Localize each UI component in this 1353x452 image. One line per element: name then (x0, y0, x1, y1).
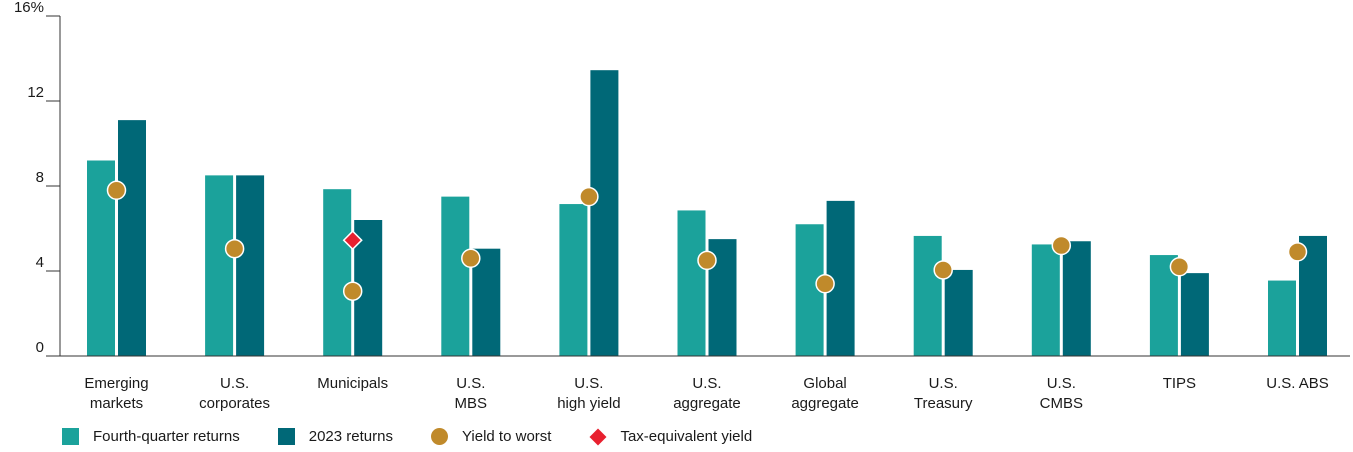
bar-fourth-quarter (1268, 280, 1296, 356)
bar-fourth-quarter (323, 189, 352, 356)
y-tick-label: 0 (36, 339, 44, 356)
bar-fourth-quarter (913, 235, 942, 356)
legend-swatch-tax-equivalent-yield (589, 428, 607, 445)
legend-swatch-fourth-quarter (62, 428, 79, 445)
marker-yield-to-worst (933, 260, 953, 280)
bars (87, 70, 1327, 356)
legend-swatch-2023-returns (277, 428, 295, 445)
bar-2023 (1062, 241, 1091, 356)
bar-2023 (472, 248, 501, 356)
x-tick-label-line: CMBS (1040, 395, 1083, 412)
legend-item-2023-returns: 2023 returns (277, 428, 393, 445)
bar-fourth-quarter (1031, 244, 1060, 356)
marker-tax-equivalent-yield (342, 230, 363, 251)
x-tick-label: TIPS (1163, 375, 1196, 392)
x-tick-label: U.S. corporates (199, 375, 270, 412)
x-tick-label: Municipals (317, 375, 388, 392)
x-tick-label-line: markets (90, 395, 143, 412)
legend-item-fourth-quarter: Fourth-quarter returns (62, 428, 240, 445)
marker-yield-to-worst (815, 274, 835, 294)
bar-2023 (236, 175, 265, 356)
x-tick-label-line: Municipals (317, 375, 388, 392)
legend: Fourth-quarter returns 2023 returns Yiel… (62, 428, 790, 445)
marker-yield-to-worst (697, 250, 717, 271)
x-axis: Emerging markets U.S. corporates Municipals U… (46, 355, 1350, 412)
x-tick-label-line: TIPS (1163, 375, 1196, 392)
x-tick-label: Emerging markets (84, 375, 148, 412)
x-tick-label-line: high yield (557, 395, 620, 412)
legend-label-2023-returns: 2023 returns (308, 428, 393, 445)
x-tick-label-line: U.S. (1047, 375, 1076, 392)
bar-2023 (1180, 273, 1209, 356)
x-tick-label-line: MBS (455, 395, 488, 412)
marker-yield-to-worst (106, 180, 127, 200)
x-tick-label: U.S. MBS (455, 375, 488, 412)
bar-fourth-quarter (205, 175, 234, 356)
x-tick-label: U.S. high yield (557, 375, 620, 412)
legend-item-tax-equivalent-yield: Tax-equivalent yield (589, 428, 752, 445)
x-tick-label-line: U.S. (692, 375, 721, 392)
bar-fourth-quarter (559, 204, 588, 356)
x-tick-label-line: aggregate (673, 395, 741, 412)
x-tick-label: U.S. aggregate (673, 375, 741, 412)
x-tick-label-line: Global (803, 375, 846, 392)
y-tick-label: 16% (14, 0, 44, 16)
bar-2023 (944, 269, 973, 356)
legend-swatch-yield-to-worst (430, 428, 448, 445)
marker-yield-to-worst (342, 281, 363, 301)
x-tick-label: U.S. ABS (1266, 375, 1329, 392)
x-tick-label-line: corporates (199, 395, 270, 412)
marker-yield-to-worst (1169, 257, 1190, 277)
bar-2023 (590, 70, 619, 356)
markers (106, 180, 1308, 301)
x-tick-label-line: U.S. (456, 375, 485, 392)
x-tick-label-line: U.S. (574, 375, 603, 392)
x-tick-label: U.S. Treasury (914, 375, 973, 412)
x-tick-label-line: U.S. (929, 375, 958, 392)
x-tick-label-line: Emerging (84, 375, 148, 392)
legend-label-yield-to-worst: Yield to worst (461, 428, 552, 445)
marker-yield-to-worst (224, 238, 245, 259)
legend-label-fourth-quarter: Fourth-quarter returns (93, 428, 240, 445)
legend-item-yield-to-worst: Yield to worst (430, 428, 552, 445)
y-tick-label: 8 (36, 169, 44, 186)
marker-yield-to-worst (579, 186, 599, 207)
x-tick-label-line: Treasury (914, 395, 973, 412)
marker-yield-to-worst (461, 248, 481, 268)
bar-2023 (118, 120, 146, 356)
x-tick-label-line: U.S. ABS (1266, 375, 1329, 392)
bar-fourth-quarter (677, 210, 706, 356)
marker-yield-to-worst (1051, 235, 1072, 256)
x-tick-label-line: aggregate (791, 395, 859, 412)
x-tick-label: Global aggregate (791, 375, 859, 412)
marker-yield-to-worst (1287, 242, 1308, 262)
bar-fourth-quarter (441, 196, 470, 356)
x-tick-label: U.S. CMBS (1040, 375, 1083, 412)
legend-label-tax-equivalent-yield: Tax-equivalent yield (620, 428, 753, 445)
y-tick-label: 4 (36, 254, 44, 271)
y-axis: 0 4 8 12 16% (14, 0, 61, 357)
x-tick-label-line: U.S. (220, 375, 249, 392)
y-tick-label: 12 (27, 84, 44, 101)
